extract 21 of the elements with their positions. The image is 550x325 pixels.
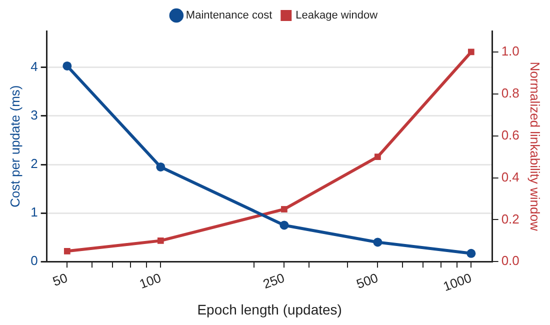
y-tick-label: 1 bbox=[30, 204, 38, 220]
x-tick-label: 500 bbox=[354, 270, 380, 292]
y-axis-title: Cost per update (ms) bbox=[7, 85, 22, 208]
legend-label: Maintenance cost bbox=[186, 10, 272, 22]
x-tick-label: 250 bbox=[260, 270, 286, 292]
y2-tick-label: 0.8 bbox=[501, 85, 520, 100]
y2-tick-label: 0.0 bbox=[501, 253, 520, 268]
y-tick-label: 2 bbox=[30, 156, 38, 172]
legend-label: Leakage window bbox=[296, 10, 378, 22]
x-tick-label: 100 bbox=[137, 270, 163, 292]
y-tick-label: 3 bbox=[30, 108, 38, 123]
y2-tick-label: 0.4 bbox=[501, 169, 520, 184]
y2-axis-title: Normalized linkability window bbox=[528, 62, 543, 232]
y-tick-label: 4 bbox=[30, 58, 38, 74]
x-axis-title: Epoch length (updates) bbox=[197, 301, 342, 318]
y-tick-label: 0 bbox=[30, 253, 38, 268]
x-tick-label: 50 bbox=[50, 270, 70, 290]
y2-tick-label: 0.2 bbox=[501, 211, 520, 226]
y2-tick-label: 0.6 bbox=[501, 127, 520, 142]
x-tick-label: 1000 bbox=[441, 270, 474, 294]
y2-tick-label: 1.0 bbox=[501, 44, 520, 59]
